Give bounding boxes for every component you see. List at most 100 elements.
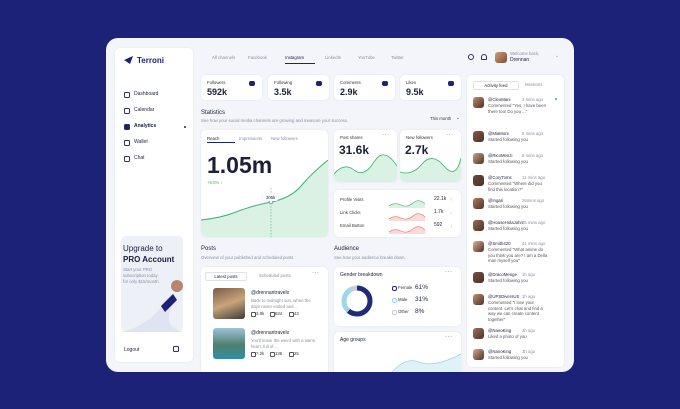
gender-donut [341,285,373,317]
more-button[interactable]: ··· [382,132,390,138]
logout[interactable]: Logout [124,347,140,353]
sparkline [388,226,426,234]
activity-user[interactable]: @DracoMenge [488,272,517,277]
stat-card: Following 3.5k [268,75,329,100]
more-button[interactable]: ··· [445,334,453,340]
donut-segment [341,285,373,317]
activity-time: 35 mins ago [522,220,546,225]
gender-card: Gender breakdown ··· Female 61% Male 31% Oth… [334,267,461,326]
post-stat-icon [270,312,275,317]
channel-tab[interactable]: Facebook [248,55,267,60]
logo-icon [124,56,133,64]
activity-avatar [473,328,484,339]
activity-time: 1h ago [522,294,536,299]
nav-item[interactable]: Dashboard [134,91,159,97]
stat-card: Comments 2.9k [334,75,395,100]
more-button[interactable]: ··· [446,132,454,138]
activity-avatar [473,241,484,252]
activity-user[interactable]: @CleoMani [488,97,511,102]
channel-tab[interactable]: Twitter [391,55,404,60]
activity-user[interactable]: @UPSDiversUS [488,294,520,299]
brand: Terroni [137,56,164,65]
post-image [213,288,245,319]
sidebar: Terroni Upgrade to PRO Account Start you… [115,48,193,362]
nav-item[interactable]: Calendar [134,107,155,113]
activity-text: Started following you [488,204,528,209]
section-title: Posts [201,246,217,252]
activity-time: 11 mins ago [522,175,546,180]
more-button[interactable]: ··· [445,269,453,275]
period-select[interactable]: This month [430,116,452,121]
post-text: You'll leave the weird with a warm heart… [251,338,316,349]
activity-user[interactable]: @NanoKing [488,349,512,354]
stats-tab-active[interactable]: Reach [207,136,220,141]
user-avatar [495,52,507,63]
app-window: Terroni Upgrade to PRO Account Start you… [106,38,574,372]
activity-user[interactable]: @MiaMore [488,131,510,136]
activity-avatar [473,153,484,164]
activity-tab[interactable]: Mentions [525,82,543,87]
metric-label: Link Clicks [340,210,361,215]
legend-value: 8% [415,308,425,315]
upgrade-title: Upgrade to [123,244,163,253]
activity-user[interactable]: @HouseHolaJohn [488,220,523,225]
stat-label: Comments [340,80,361,85]
legend-label: Male [398,297,408,302]
nav-item[interactable]: Analytics [134,123,157,129]
stats-tab[interactable]: New followers [271,136,298,141]
more-button[interactable]: ··· [312,270,320,276]
activity-avatar [473,272,484,283]
upgrade-text: Start your PRO subscription today for on… [123,267,159,284]
metric-label: Email Button [340,223,365,228]
like-icon[interactable] [468,54,474,60]
stat-label: Likes [406,80,417,85]
dropdown-caret[interactable]: ⌄ [555,53,560,59]
legend-icon [392,310,397,315]
trend-arrow: ↑ [450,197,453,202]
nav-item[interactable]: Wallet [134,139,148,145]
channel-tab[interactable]: LinkedIn [325,55,342,60]
chart-tooltip: 305k [263,194,279,201]
post-stat-icon [251,312,256,317]
activity-user[interactable]: @RicoMenzi [488,153,513,158]
activity-avatar [473,131,484,142]
metrics-card: Profile Visits 22.1k ↑ Link Clicks 1.7k ↓ Emai… [334,190,461,237]
activity-user[interactable]: @Ingari [488,198,504,203]
channel-tab[interactable]: YouTube [358,55,375,60]
age-card: Age groups ··· [334,332,461,372]
card-label: Post shares [340,135,363,140]
channel-tab[interactable]: All channels [212,55,236,60]
post-stat-icon [289,312,294,317]
upgrade-title: PRO Account [123,255,175,264]
sparkline [400,157,461,182]
activity-user[interactable]: @NanoKing [488,328,512,333]
activity-text: Started following you [488,226,528,231]
posts-tab[interactable]: Scheduled posts [259,273,291,278]
nav-icon [124,108,130,114]
dropdown-caret: ⌄ [456,115,460,120]
activity-time: 41 mins ago [522,241,546,246]
card-value: 31.6k [339,143,370,157]
stat-icon [249,81,255,86]
post-handle: @drennantravels [251,290,290,296]
activity-user[interactable]: @CoryToms [488,175,512,180]
activity-time: 3h ago [522,349,536,354]
activity-time: 2h ago [522,328,536,333]
stats-tab[interactable]: Impressions [239,136,263,141]
stat-icon [448,81,454,86]
post-shares: 43 [294,311,299,316]
activity-avatar [473,349,484,360]
card-title: Gender breakdown [340,272,383,278]
sparkline [388,200,426,208]
nav-item[interactable]: Chat [134,155,145,161]
posts-tab-active[interactable]: Latest posts [205,272,247,281]
tab-underline [207,142,235,143]
sparkline [334,154,397,182]
channel-tab[interactable]: Instagram [285,55,305,60]
user-name[interactable]: Drennan [510,57,530,63]
activity-avatar [473,198,484,209]
bell-icon[interactable] [481,54,487,60]
activity-user[interactable]: @Smith420 [488,241,511,246]
activity-tab-active[interactable]: Activity feed [473,81,519,90]
